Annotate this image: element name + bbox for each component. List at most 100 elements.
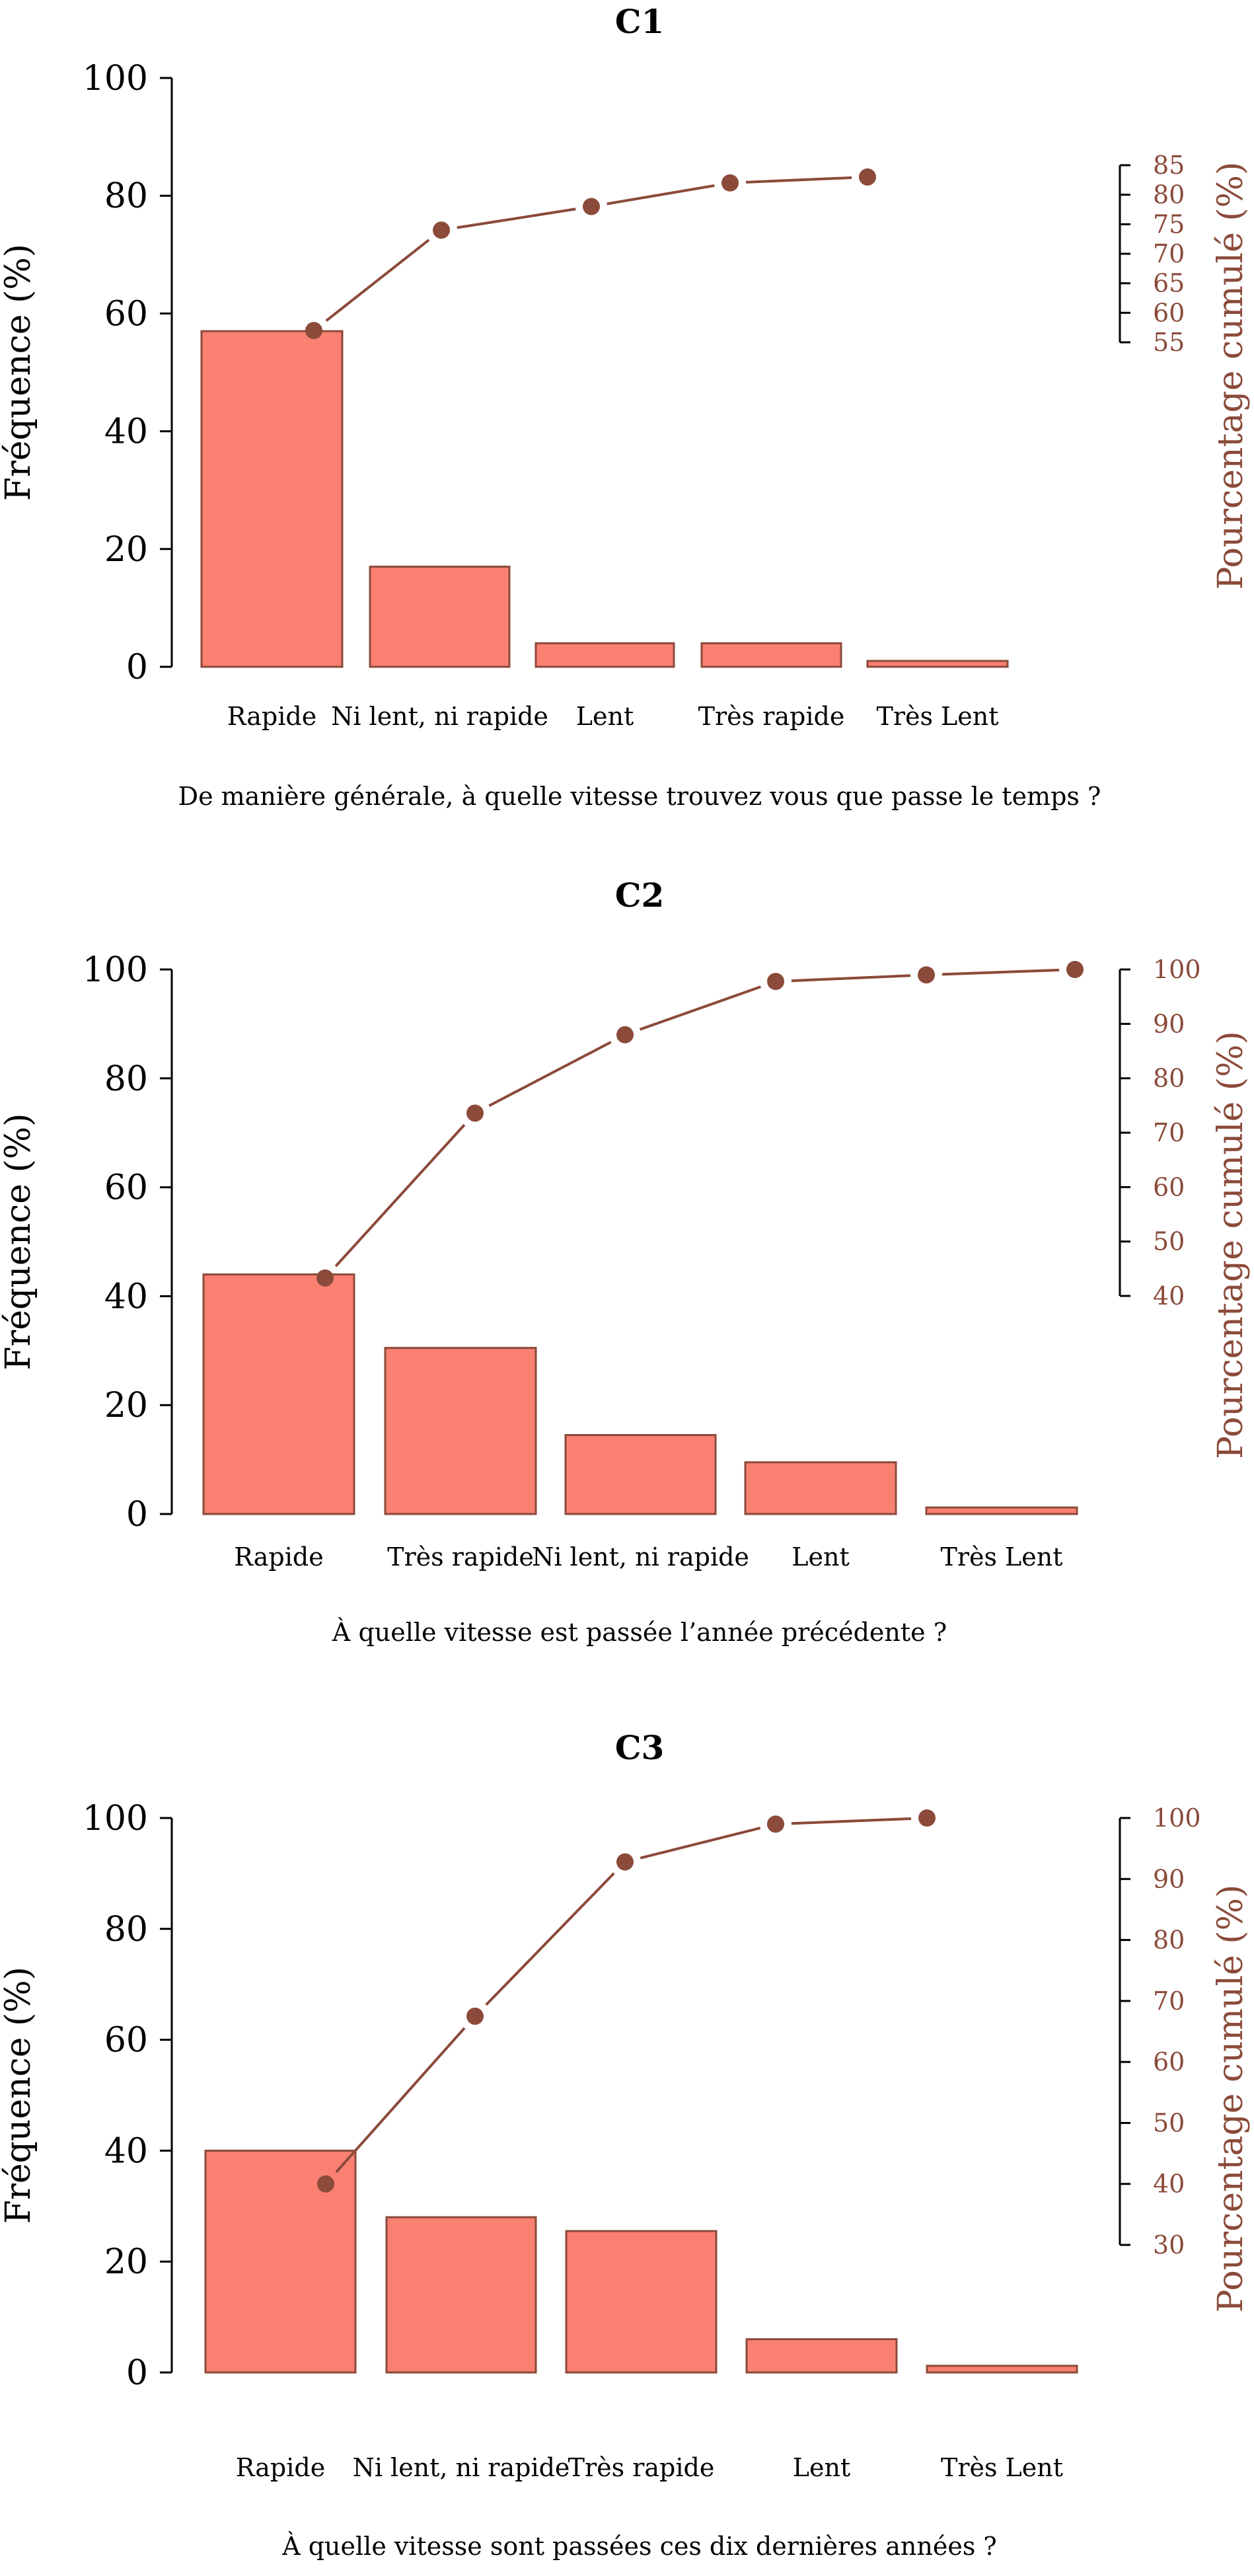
y2-tick-label: 80	[1153, 1064, 1185, 1093]
x-tick-label: Très Lent	[876, 702, 998, 731]
y-tick-label: 40	[104, 2131, 148, 2171]
x-axis-label: À quelle vitesse est passée l’année préc…	[332, 1618, 947, 1647]
y-axis-label: Fréquence (%)	[0, 1967, 38, 2224]
cumulative-segment	[941, 968, 1060, 976]
x-tick-label: Ni lent, ni rapide	[532, 1542, 749, 1572]
y2-tick-label: 70	[1153, 1118, 1185, 1147]
y-tick-label: 80	[104, 176, 148, 216]
y-axis-label: Fréquence (%)	[0, 244, 38, 501]
y-tick-label: 100	[83, 59, 148, 98]
y2-tick-label: 40	[1153, 1281, 1185, 1310]
y2-tick-label: 100	[1153, 1803, 1201, 1833]
bar-lent	[744, 1461, 897, 1515]
x-axis-label: De manière générale, à quelle vitesse tr…	[178, 782, 1101, 811]
x-tick-label: Rapide	[236, 2453, 325, 2482]
x-tick-label: Rapide	[234, 1542, 323, 1572]
cumulative-point-ni-lent-ni-rapide	[466, 2007, 484, 2025]
y2-tick-label: 60	[1153, 298, 1185, 327]
cumulative-point-tres-rapide	[721, 174, 739, 192]
x-tick-label: Lent	[792, 1542, 849, 1572]
x-tick-label: Très rapide	[387, 1542, 534, 1572]
y2-axis-label: Pourcentage cumulé (%)	[1211, 1031, 1251, 1459]
y-tick-label: 60	[104, 2021, 148, 2061]
bar-lent	[745, 2338, 898, 2374]
x-tick-label: Rapide	[227, 702, 316, 731]
cumulative-segment	[325, 239, 430, 322]
y2-axis-label: Pourcentage cumulé (%)	[1211, 162, 1251, 590]
y2-tick-label: 65	[1153, 269, 1185, 298]
y-tick-label: 40	[104, 1277, 148, 1316]
y-tick-label: 60	[104, 294, 148, 334]
bar-tres-lent	[866, 660, 1009, 668]
x-tick-label: Très Lent	[940, 1542, 1062, 1572]
y-tick-label: 40	[104, 412, 148, 452]
cumulative-point-tres-rapide	[466, 1104, 484, 1122]
chart-title: C1	[615, 2, 665, 41]
x-tick-label: Très rapide	[568, 2453, 715, 2482]
bar-ni-lent-ni-rapide	[385, 2216, 537, 2374]
cumulative-segment	[791, 974, 911, 983]
chart-c1: C1 0 20 40 60 80 100 Fréquence (%) Rapide Ni lent…	[0, 2, 1251, 811]
bar-lent	[535, 642, 675, 668]
chart-c2: C2 0 20 40 60 80 100 Fréquence (%) Rapide Très ra…	[0, 876, 1251, 1647]
cumulative-segment	[335, 2027, 466, 2174]
y-axis-label: Fréquence (%)	[0, 1113, 38, 1370]
y2-tick-label: 90	[1153, 1864, 1185, 1893]
y2-tick-label: 85	[1153, 151, 1185, 180]
x-tick-label: Lent	[576, 702, 634, 731]
cumulative-point-tres-rapide	[616, 1853, 634, 1871]
x-tick-label: Ni lent, ni rapide	[331, 702, 548, 731]
y2-tick-label: 30	[1153, 2230, 1185, 2259]
cumulative-point-ni-lent-ni-rapide	[433, 221, 450, 239]
bar-rapide	[202, 1273, 355, 1515]
cumulative-point-lent	[767, 1815, 784, 1833]
y2-tick-label: 70	[1153, 1987, 1185, 2016]
chart-c3: C3 0 20 40 60 80 100 Fréquence (%) Rapide Ni lent…	[0, 1728, 1251, 2561]
bar-ni-lent-ni-rapide	[369, 566, 511, 668]
y2-tick-label: 75	[1153, 209, 1185, 239]
y2-tick-label: 80	[1153, 1926, 1185, 1955]
x-tick-label: Ni lent, ni rapide	[353, 2453, 570, 2482]
y-tick-label: 100	[83, 950, 148, 990]
x-axis-label: À quelle vitesse sont passées ces dix de…	[281, 2532, 997, 2561]
y2-axis-label: Pourcentage cumulé (%)	[1211, 1885, 1251, 2313]
y2-tick-label: 40	[1153, 2170, 1185, 2199]
chart-title: C2	[615, 876, 665, 915]
y2-tick-label: 100	[1153, 955, 1201, 984]
bar-tres-rapide	[565, 2230, 718, 2374]
y-tick-label: 80	[104, 1910, 148, 1950]
x-tick-label: Très Lent	[941, 2453, 1063, 2482]
cumulative-point-lent	[767, 973, 784, 991]
cumulative-point-lent	[583, 198, 600, 215]
y2-tick-label: 50	[1153, 2108, 1185, 2137]
y-tick-label: 20	[104, 2242, 148, 2282]
bar-rapide	[200, 330, 344, 668]
y-tick-label: 0	[126, 2353, 148, 2393]
y2-tick-label: 80	[1153, 180, 1185, 209]
y-tick-label: 0	[126, 648, 148, 687]
cumulative-segment	[640, 1827, 761, 1860]
cumulative-point-rapide	[316, 1269, 334, 1287]
y-tick-label: 100	[83, 1799, 148, 1838]
cumulative-segment	[485, 1872, 615, 2006]
y2-tick-label: 60	[1153, 2047, 1185, 2076]
bar-tres-lent	[926, 2365, 1078, 2374]
y-tick-label: 0	[126, 1495, 148, 1534]
cumulative-segment	[745, 176, 852, 184]
cumulative-segment	[457, 208, 576, 229]
chart-title: C3	[615, 1728, 665, 1767]
y2-tick-label: 55	[1153, 328, 1185, 357]
y-tick-label: 80	[104, 1059, 148, 1099]
x-tick-label: Lent	[793, 2453, 850, 2482]
bar-tres-rapide	[384, 1347, 537, 1515]
y2-tick-label: 70	[1153, 239, 1185, 268]
cumulative-point-tres-lent	[918, 1809, 936, 1827]
y-tick-label: 20	[104, 530, 148, 570]
bar-ni-lent-ni-rapide	[564, 1434, 717, 1515]
x-tick-label: Très rapide	[698, 702, 845, 731]
cumulative-segment	[488, 1041, 612, 1108]
cumulative-point-ni-lent-ni-rapide	[616, 1026, 634, 1043]
cumulative-point-rapide	[305, 322, 322, 340]
